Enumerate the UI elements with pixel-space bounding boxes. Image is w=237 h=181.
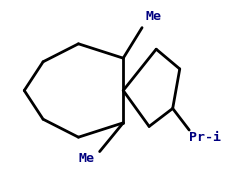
Text: Me: Me — [78, 152, 95, 165]
Text: Pr-i: Pr-i — [189, 131, 221, 144]
Text: Me: Me — [146, 10, 162, 23]
